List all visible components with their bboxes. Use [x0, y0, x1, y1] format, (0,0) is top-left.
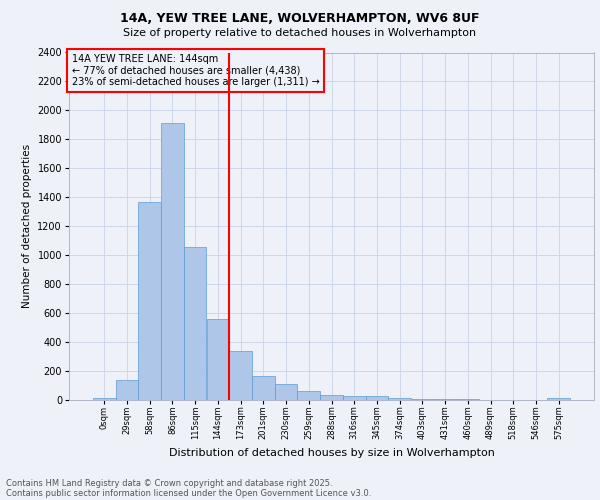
- Text: 14A YEW TREE LANE: 144sqm
← 77% of detached houses are smaller (4,438)
23% of se: 14A YEW TREE LANE: 144sqm ← 77% of detac…: [71, 54, 319, 88]
- Bar: [388, 398, 411, 400]
- Bar: [343, 396, 365, 400]
- Bar: [320, 395, 343, 400]
- Bar: [93, 398, 116, 400]
- Bar: [298, 392, 320, 400]
- Bar: [184, 246, 206, 400]
- Bar: [229, 352, 252, 400]
- Bar: [252, 376, 275, 400]
- Bar: [139, 202, 161, 400]
- Bar: [161, 124, 184, 400]
- Bar: [275, 384, 298, 400]
- X-axis label: Distribution of detached houses by size in Wolverhampton: Distribution of detached houses by size …: [169, 448, 494, 458]
- Bar: [547, 398, 570, 400]
- Text: Size of property relative to detached houses in Wolverhampton: Size of property relative to detached ho…: [124, 28, 476, 38]
- Bar: [206, 319, 229, 400]
- Y-axis label: Number of detached properties: Number of detached properties: [22, 144, 32, 308]
- Bar: [365, 396, 388, 400]
- Text: Contains public sector information licensed under the Open Government Licence v3: Contains public sector information licen…: [6, 488, 371, 498]
- Bar: [116, 380, 139, 400]
- Text: 14A, YEW TREE LANE, WOLVERHAMPTON, WV6 8UF: 14A, YEW TREE LANE, WOLVERHAMPTON, WV6 8…: [120, 12, 480, 26]
- Text: Contains HM Land Registry data © Crown copyright and database right 2025.: Contains HM Land Registry data © Crown c…: [6, 478, 332, 488]
